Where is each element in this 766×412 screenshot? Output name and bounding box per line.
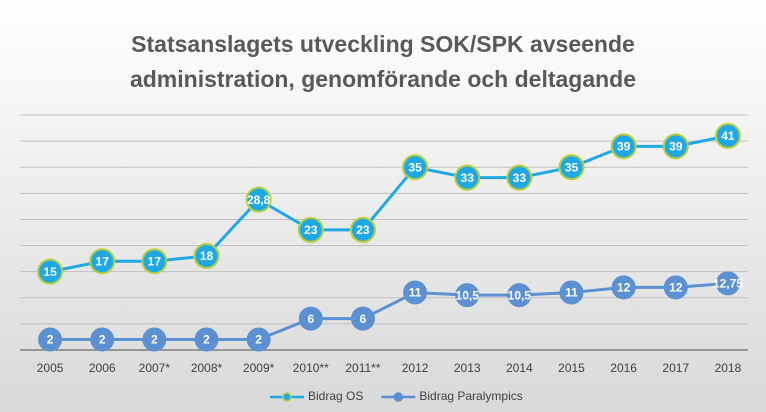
data-label: 10,5 [456,288,480,302]
point [611,275,636,300]
point [454,164,481,191]
point [245,186,272,213]
x-tick-label: 2008* [191,361,223,375]
point [89,248,116,275]
x-tick-label: 2013 [454,361,481,375]
legend-label: Bidrag OS [308,389,363,403]
data-label: 2 [47,333,54,347]
x-tick-label: 2005 [37,361,64,375]
data-label: 33 [461,171,475,185]
point [194,327,219,352]
data-label: 12 [617,281,631,295]
data-label: 41 [721,129,735,143]
legend-marker [282,392,292,402]
data-label: 28,8 [247,193,271,207]
point [402,154,429,181]
point [403,280,428,305]
data-label: 39 [617,140,631,154]
data-label: 12 [669,281,683,295]
x-tick-label: 2007* [139,361,171,375]
point [662,133,689,160]
legend-marker [393,392,404,402]
x-tick-label: 2015 [558,361,585,375]
point [715,271,740,296]
point [142,327,167,352]
chart-title: Statsanslagets utveckling SOK/SPK avseen… [131,31,635,57]
data-label: 23 [304,223,318,237]
data-label: 2 [151,333,158,347]
data-label: 2 [203,333,210,347]
point [349,216,376,243]
data-label: 10,5 [508,288,532,302]
point [559,280,584,305]
data-label: 35 [408,160,422,174]
x-tick-label: 2014 [506,361,533,375]
data-label: 11 [409,286,422,300]
data-label: 35 [565,160,579,174]
data-label: 12,75 [713,277,743,291]
x-tick-label: 2018 [715,361,742,375]
data-label: 23 [356,223,370,237]
data-label: 17 [96,254,110,268]
x-tick-label: 2011** [345,361,380,375]
data-label: 11 [565,286,578,300]
x-tick-label: 2006 [89,361,116,375]
data-label: 2 [255,333,262,347]
point [663,275,688,300]
point [90,327,115,352]
point [610,133,637,160]
point [141,248,168,275]
point [193,243,220,269]
x-tick-label: 2016 [610,361,637,375]
legend-label: Bidrag Paralympics [419,389,522,403]
chart-subtitle: administration, genomförande och deltaga… [130,66,636,92]
data-label: 6 [360,312,367,326]
point [558,154,585,181]
point [455,283,480,308]
point [37,258,64,285]
x-tick-label: 2009* [243,361,275,375]
point [38,327,63,352]
data-label: 2 [99,333,106,347]
point [350,306,375,331]
point [507,283,532,308]
data-label: 17 [148,254,162,268]
data-label: 39 [669,140,683,154]
data-label: 18 [200,249,214,263]
point [246,327,271,352]
x-tick-label: 2017 [662,361,689,375]
x-tick-label: 2010** [293,361,329,375]
point [298,306,323,331]
data-label: 15 [43,265,57,279]
point [297,216,324,243]
point [714,122,741,149]
data-label: 6 [307,312,314,326]
x-tick-label: 2012 [402,361,429,375]
point [506,164,533,191]
data-label: 33 [513,171,527,185]
